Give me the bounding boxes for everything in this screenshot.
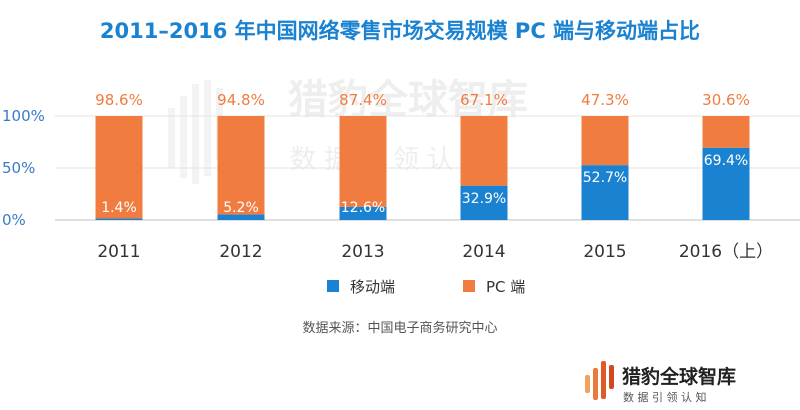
data-label-pc: 67.1% (460, 91, 508, 109)
legend-swatch-pc (463, 280, 475, 292)
brand-logo-tagline: 数 据 引 领 认 知 (623, 390, 706, 404)
chart-title: 2011–2016 年中国网络零售市场交易规模 PC 端与移动端占比 (100, 19, 700, 43)
legend-swatch-mobile (327, 280, 339, 292)
y-tick-label: 50% (2, 159, 35, 177)
watermark-name: 猎豹全球智库 (288, 77, 528, 123)
watermark-tagline: 数 据 引 领 认 知 (290, 145, 487, 175)
data-label-mobile: 69.4% (704, 153, 748, 169)
bar-mobile (581, 165, 629, 220)
bar-mobile (95, 218, 143, 220)
data-label-mobile: 52.7% (583, 170, 627, 186)
bar-pc (339, 116, 387, 207)
watermark: 猎豹全球智库 数 据 引 领 认 知 (168, 77, 528, 184)
x-tick-label: 2012 (219, 242, 262, 262)
source-note: 数据来源：中国电子商务研究中心 (302, 320, 497, 336)
data-label-mobile: 12.6% (341, 200, 385, 216)
bar-pc (702, 116, 750, 148)
data-label-mobile: 32.9% (462, 191, 506, 207)
legend: 移动端 PC 端 (327, 278, 525, 296)
y-tick-label: 100% (2, 107, 45, 125)
data-label-pc: 47.3% (581, 91, 629, 109)
y-axis: 0% 50% 100% (2, 107, 800, 229)
bar-mobile (702, 147, 750, 220)
x-tick-label: 2011 (97, 242, 140, 262)
brand-logo-mark (585, 361, 614, 400)
data-label-pc: 94.8% (217, 91, 265, 109)
y-tick-label: 0% (2, 211, 26, 229)
x-tick-label: 2016（上） (679, 242, 773, 262)
bar-mobile (460, 185, 508, 220)
x-tick-label: 2013 (341, 242, 384, 262)
bar-pc (217, 116, 265, 215)
legend-label-pc: PC 端 (486, 278, 525, 296)
bar-mobile (217, 214, 265, 220)
x-tick-label: 2015 (583, 242, 626, 262)
data-label-pc: 30.6% (702, 91, 750, 109)
brand-logo: 猎豹全球智库 数 据 引 领 认 知 (585, 361, 736, 404)
bar-mobile (339, 206, 387, 220)
bars: 98.6% 1.4% 94.8% 5.2% 87.4% 12.6% 67.1% 32.9% 47… (95, 91, 750, 220)
data-label-mobile: 1.4% (101, 200, 137, 216)
data-label-mobile: 5.2% (223, 200, 259, 216)
legend-label-mobile: 移动端 (350, 278, 395, 296)
x-tick-label: 2014 (462, 242, 505, 262)
bar-pc (95, 116, 143, 219)
bar-pc (581, 116, 629, 166)
brand-logo-name: 猎豹全球智库 (622, 365, 736, 388)
bar-pc (460, 116, 508, 186)
data-label-pc: 98.6% (95, 91, 143, 109)
data-label-pc: 87.4% (339, 91, 387, 109)
x-axis: 2011 2012 2013 2014 2015 2016（上） (97, 242, 773, 262)
